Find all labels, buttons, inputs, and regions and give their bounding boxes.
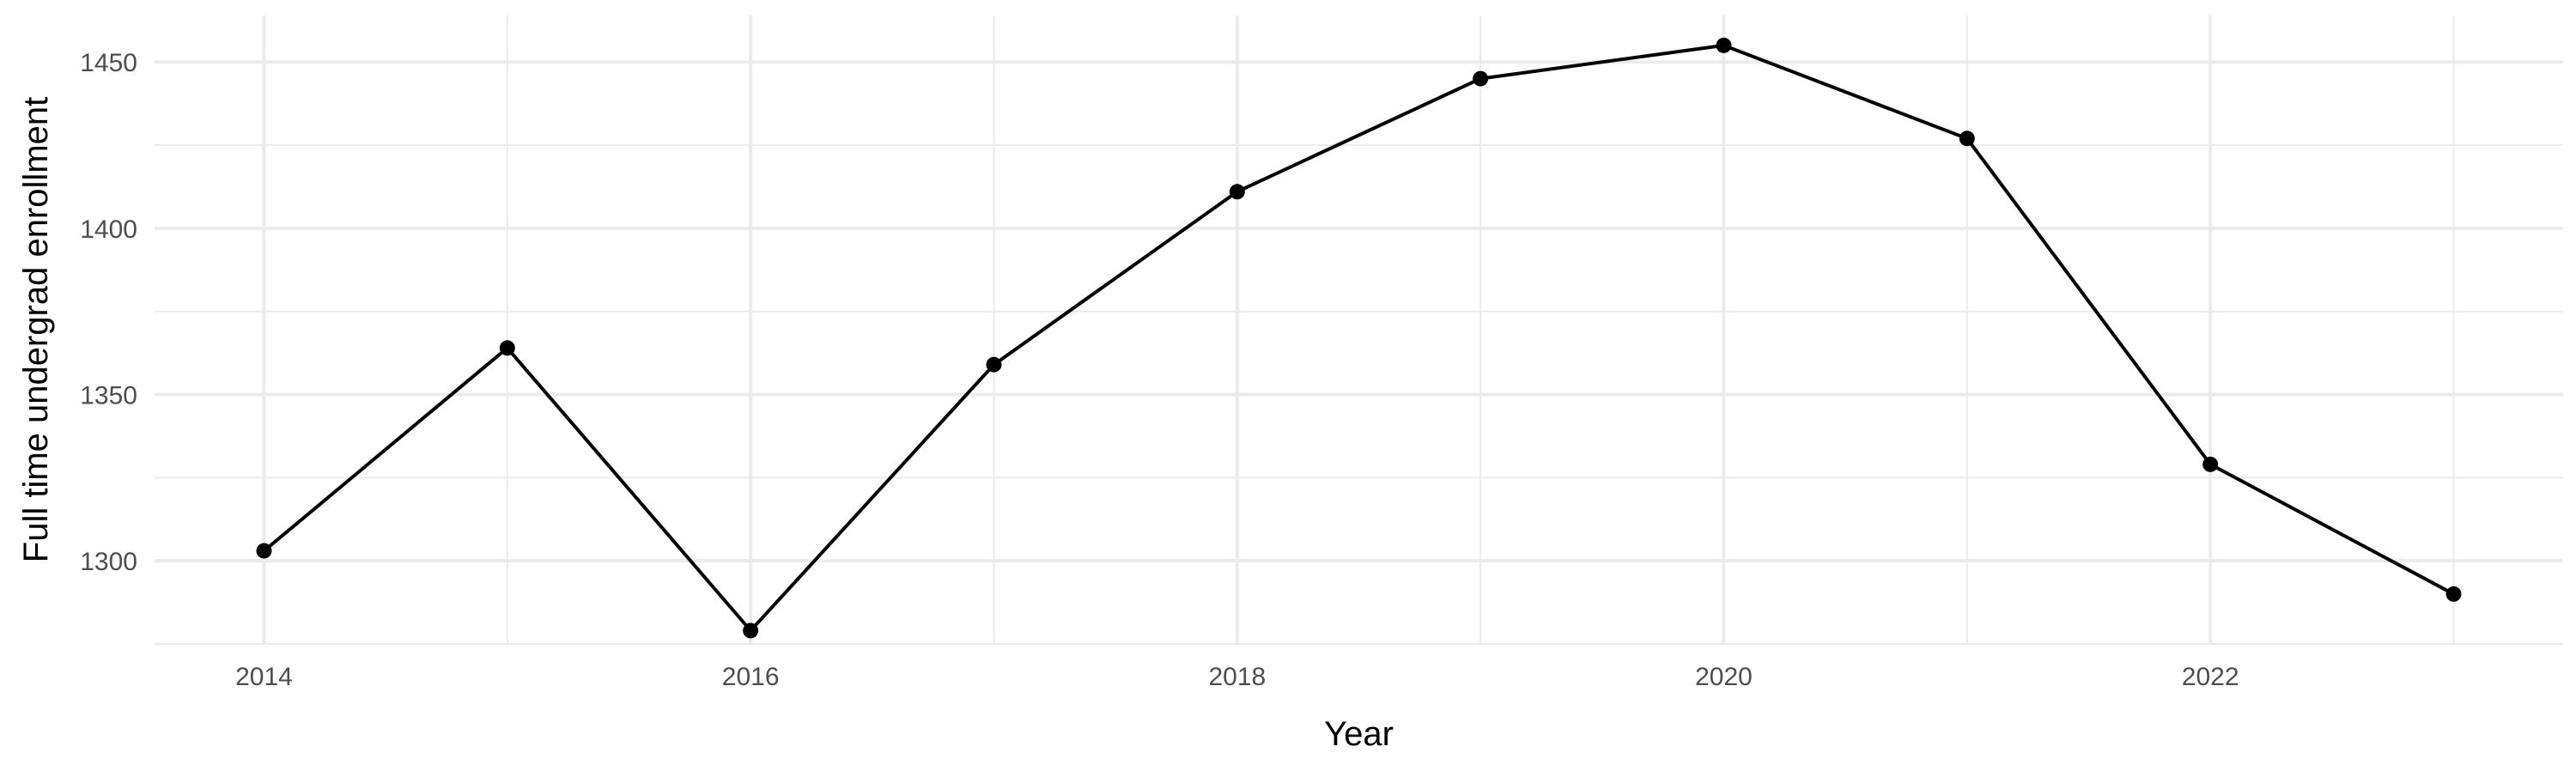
- data-point: [2202, 456, 2219, 472]
- grid: [155, 15, 2563, 645]
- y-tick-label: 1450: [80, 49, 137, 77]
- x-tick-label: 2014: [235, 663, 293, 691]
- data-point: [1229, 184, 1245, 200]
- y-tick-label: 1300: [80, 548, 137, 576]
- y-tick-label: 1400: [80, 215, 137, 244]
- x-tick-label: 2022: [2182, 663, 2239, 691]
- data-point: [743, 622, 759, 639]
- series-enrollment: [256, 37, 2462, 639]
- x-tick-label: 2016: [722, 663, 780, 691]
- data-point: [1959, 131, 1975, 147]
- data-point: [2445, 586, 2462, 602]
- data-point: [1473, 70, 1489, 87]
- x-tick-label: 2020: [1695, 663, 1753, 691]
- y-axis-title: Full time undergrad enrollment: [17, 97, 55, 562]
- axes: 2014 2016 2018 2020 2022 1300 1350 1400 1450: [80, 49, 2239, 691]
- x-axis-title: Year: [1324, 715, 1394, 753]
- data-point: [986, 356, 1002, 373]
- y-tick-label: 1350: [80, 382, 137, 410]
- data-point: [256, 543, 272, 559]
- data-point: [499, 340, 515, 356]
- series-line: [263, 43, 2455, 633]
- data-point: [1716, 37, 1732, 53]
- x-tick-label: 2018: [1208, 663, 1266, 691]
